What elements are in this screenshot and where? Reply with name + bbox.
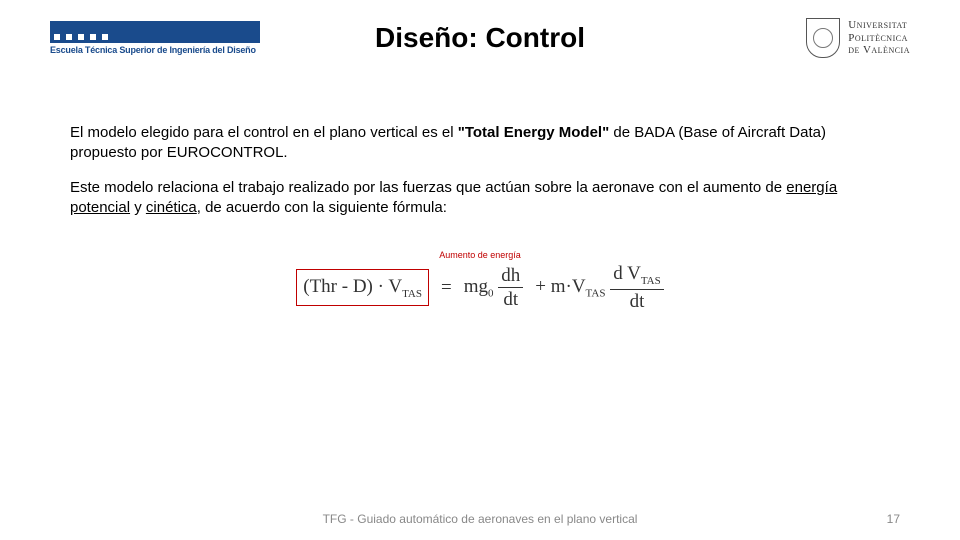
- slide-title: Diseño: Control: [260, 22, 700, 54]
- formula-block: Aumento de energía (Thr - D) · VTAS = mg…: [70, 244, 890, 311]
- slide-body: El modelo elegido para el control en el …: [0, 68, 960, 311]
- equals-sign: =: [441, 275, 452, 301]
- formula: (Thr - D) · VTAS = mg0 dh dt + m·VTAS d …: [296, 264, 664, 311]
- slide-header: Escuela Técnica Superior de Ingeniería d…: [0, 0, 960, 68]
- paragraph-2: Este modelo relaciona el trabajo realiza…: [70, 178, 890, 219]
- etsid-logo-bar: [50, 21, 260, 43]
- etsid-logo-text: Escuela Técnica Superior de Ingeniería d…: [50, 45, 260, 55]
- footer-text: TFG - Guiado automático de aeronaves en …: [323, 512, 638, 526]
- etsid-logo: Escuela Técnica Superior de Ingeniería d…: [50, 21, 260, 55]
- fraction-1: dh dt: [498, 266, 523, 309]
- formula-lhs-boxed: (Thr - D) · VTAS: [296, 269, 429, 307]
- formula-label: Aumento de energía: [439, 249, 521, 261]
- page-number: 17: [887, 512, 900, 526]
- formula-term-2: + m·VTAS d VTAS dt: [535, 264, 664, 311]
- paragraph-1: El modelo elegido para el control en el …: [70, 123, 890, 164]
- upv-shield-icon: [806, 18, 840, 58]
- upv-logo: Universitat Politècnica de València: [700, 18, 910, 58]
- slide-footer: TFG - Guiado automático de aeronaves en …: [0, 512, 960, 526]
- formula-term-1: mg0 dh dt: [464, 266, 524, 309]
- fraction-2: d VTAS dt: [610, 264, 664, 311]
- upv-logo-text: Universitat Politècnica de València: [848, 19, 910, 57]
